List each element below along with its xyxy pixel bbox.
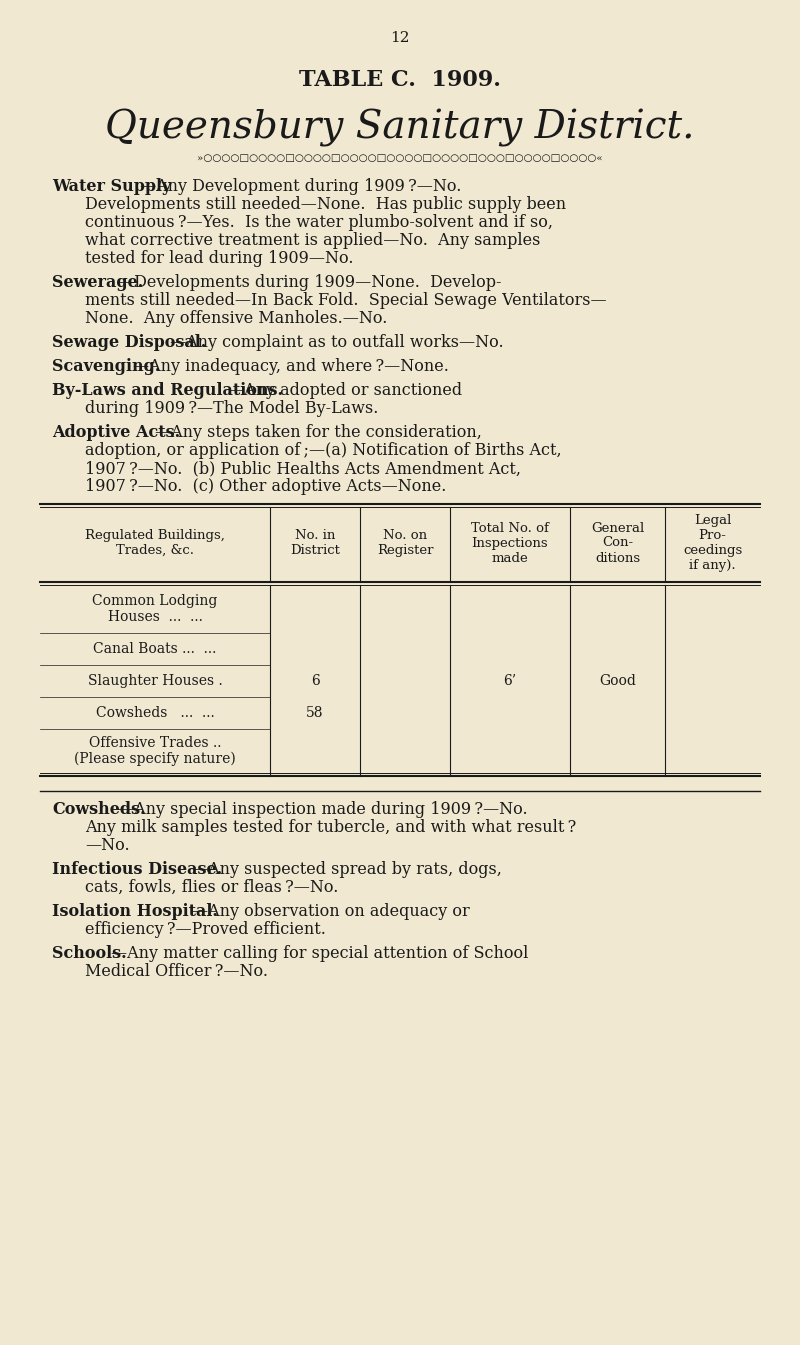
Text: —No.: —No. — [85, 837, 130, 854]
Text: None.  Any offensive Manholes.—No.: None. Any offensive Manholes.—No. — [85, 309, 387, 327]
Text: Isolation Hospital.: Isolation Hospital. — [52, 902, 218, 920]
Text: ments still needed—In Back Fold.  Special Sewage Ventilators—: ments still needed—In Back Fold. Special… — [85, 292, 606, 309]
Text: Cowsheds.: Cowsheds. — [52, 802, 146, 818]
Text: Any milk samples tested for tubercle, and with what result ?: Any milk samples tested for tubercle, an… — [85, 819, 576, 837]
Text: cats, fowls, flies or fleas ?—No.: cats, fowls, flies or fleas ?—No. — [85, 880, 338, 896]
Text: efficiency ?—Proved efficient.: efficiency ?—Proved efficient. — [85, 921, 326, 937]
Text: tested for lead during 1909—No.: tested for lead during 1909—No. — [85, 250, 354, 268]
Text: —Any observation on adequacy or: —Any observation on adequacy or — [192, 902, 470, 920]
Text: —Any steps taken for the consideration,: —Any steps taken for the consideration, — [155, 424, 482, 441]
Text: continuous ?—Yes.  Is the water plumbo-solvent and if so,: continuous ?—Yes. Is the water plumbo-so… — [85, 214, 553, 231]
Text: Developments still needed—None.  Has public supply been: Developments still needed—None. Has publ… — [85, 196, 566, 213]
Text: 1907 ?—No.  (c) Other adoptive Acts—None.: 1907 ?—No. (c) Other adoptive Acts—None. — [85, 477, 446, 495]
Text: —Any complaint as to outfall works—No.: —Any complaint as to outfall works—No. — [170, 334, 503, 351]
Text: Offensive Trades ..
(Please specify nature): Offensive Trades .. (Please specify natu… — [74, 736, 236, 767]
Text: Scavenging.: Scavenging. — [52, 358, 160, 375]
Text: —Developments during 1909—None.  Develop-: —Developments during 1909—None. Develop- — [118, 274, 502, 291]
Text: 12: 12 — [390, 31, 410, 44]
Text: No. on
Register: No. on Register — [377, 529, 434, 557]
Text: during 1909 ?—The Model By-Laws.: during 1909 ?—The Model By-Laws. — [85, 399, 378, 417]
Text: 58: 58 — [306, 706, 324, 720]
Text: Sewerage.: Sewerage. — [52, 274, 143, 291]
Text: Slaughter Houses .: Slaughter Houses . — [88, 674, 222, 689]
Text: »○○○○□○○○○□○○○○□○○○○□○○○○□○○○○□○○○□○○○○□○○○○«: »○○○○□○○○○□○○○○□○○○○□○○○○□○○○○□○○○□○○○○□… — [197, 153, 603, 163]
Text: Canal Boats ...  ...: Canal Boats ... ... — [94, 642, 217, 656]
Text: Water Supply: Water Supply — [52, 178, 171, 195]
Text: 6’: 6’ — [503, 674, 517, 689]
Text: Cowsheds   ...  ...: Cowsheds ... ... — [96, 706, 214, 720]
Text: what corrective treatment is applied—No.  Any samples: what corrective treatment is applied—No.… — [85, 231, 540, 249]
Text: Medical Officer ?—No.: Medical Officer ?—No. — [85, 963, 268, 981]
Text: —Any Development during 1909 ?—No.: —Any Development during 1909 ?—No. — [140, 178, 462, 195]
Text: No. in
District: No. in District — [290, 529, 340, 557]
Text: General
Con-
ditions: General Con- ditions — [591, 522, 644, 565]
Text: Schools.: Schools. — [52, 946, 126, 962]
Text: Total No. of
Inspections
made: Total No. of Inspections made — [471, 522, 549, 565]
Text: 1907 ?—No.  (b) Public Healths Acts Amendment Act,: 1907 ?—No. (b) Public Healths Acts Amend… — [85, 460, 521, 477]
Text: Adoptive Acts.: Adoptive Acts. — [52, 424, 180, 441]
Text: Queensbury Sanitary District.: Queensbury Sanitary District. — [106, 109, 694, 147]
Text: Common Lodging
Houses  ...  ...: Common Lodging Houses ... ... — [92, 594, 218, 624]
Text: —Any matter calling for special attention of School: —Any matter calling for special attentio… — [110, 946, 528, 962]
Text: —Any suspected spread by rats, dogs,: —Any suspected spread by rats, dogs, — [192, 861, 502, 878]
Text: Sewage Disposal.: Sewage Disposal. — [52, 334, 206, 351]
Text: Infectious Disease.: Infectious Disease. — [52, 861, 222, 878]
Text: 6: 6 — [310, 674, 319, 689]
Text: Regulated Buildings,
Trades, &c.: Regulated Buildings, Trades, &c. — [85, 529, 225, 557]
Text: TABLE C.  1909.: TABLE C. 1909. — [299, 69, 501, 91]
Text: By-Laws and Regulations.: By-Laws and Regulations. — [52, 382, 283, 399]
Text: —Any inadequacy, and where ?—None.: —Any inadequacy, and where ?—None. — [133, 358, 449, 375]
Text: adoption, or application of ;—(a) Notification of Births Act,: adoption, or application of ;—(a) Notifi… — [85, 443, 562, 459]
Text: Good: Good — [599, 674, 636, 689]
Text: Legal
Pro-
ceedings
if any).: Legal Pro- ceedings if any). — [683, 514, 742, 572]
Text: —Any adopted or sanctioned: —Any adopted or sanctioned — [229, 382, 462, 399]
Text: —Any special inspection made during 1909 ?—No.: —Any special inspection made during 1909… — [118, 802, 528, 818]
